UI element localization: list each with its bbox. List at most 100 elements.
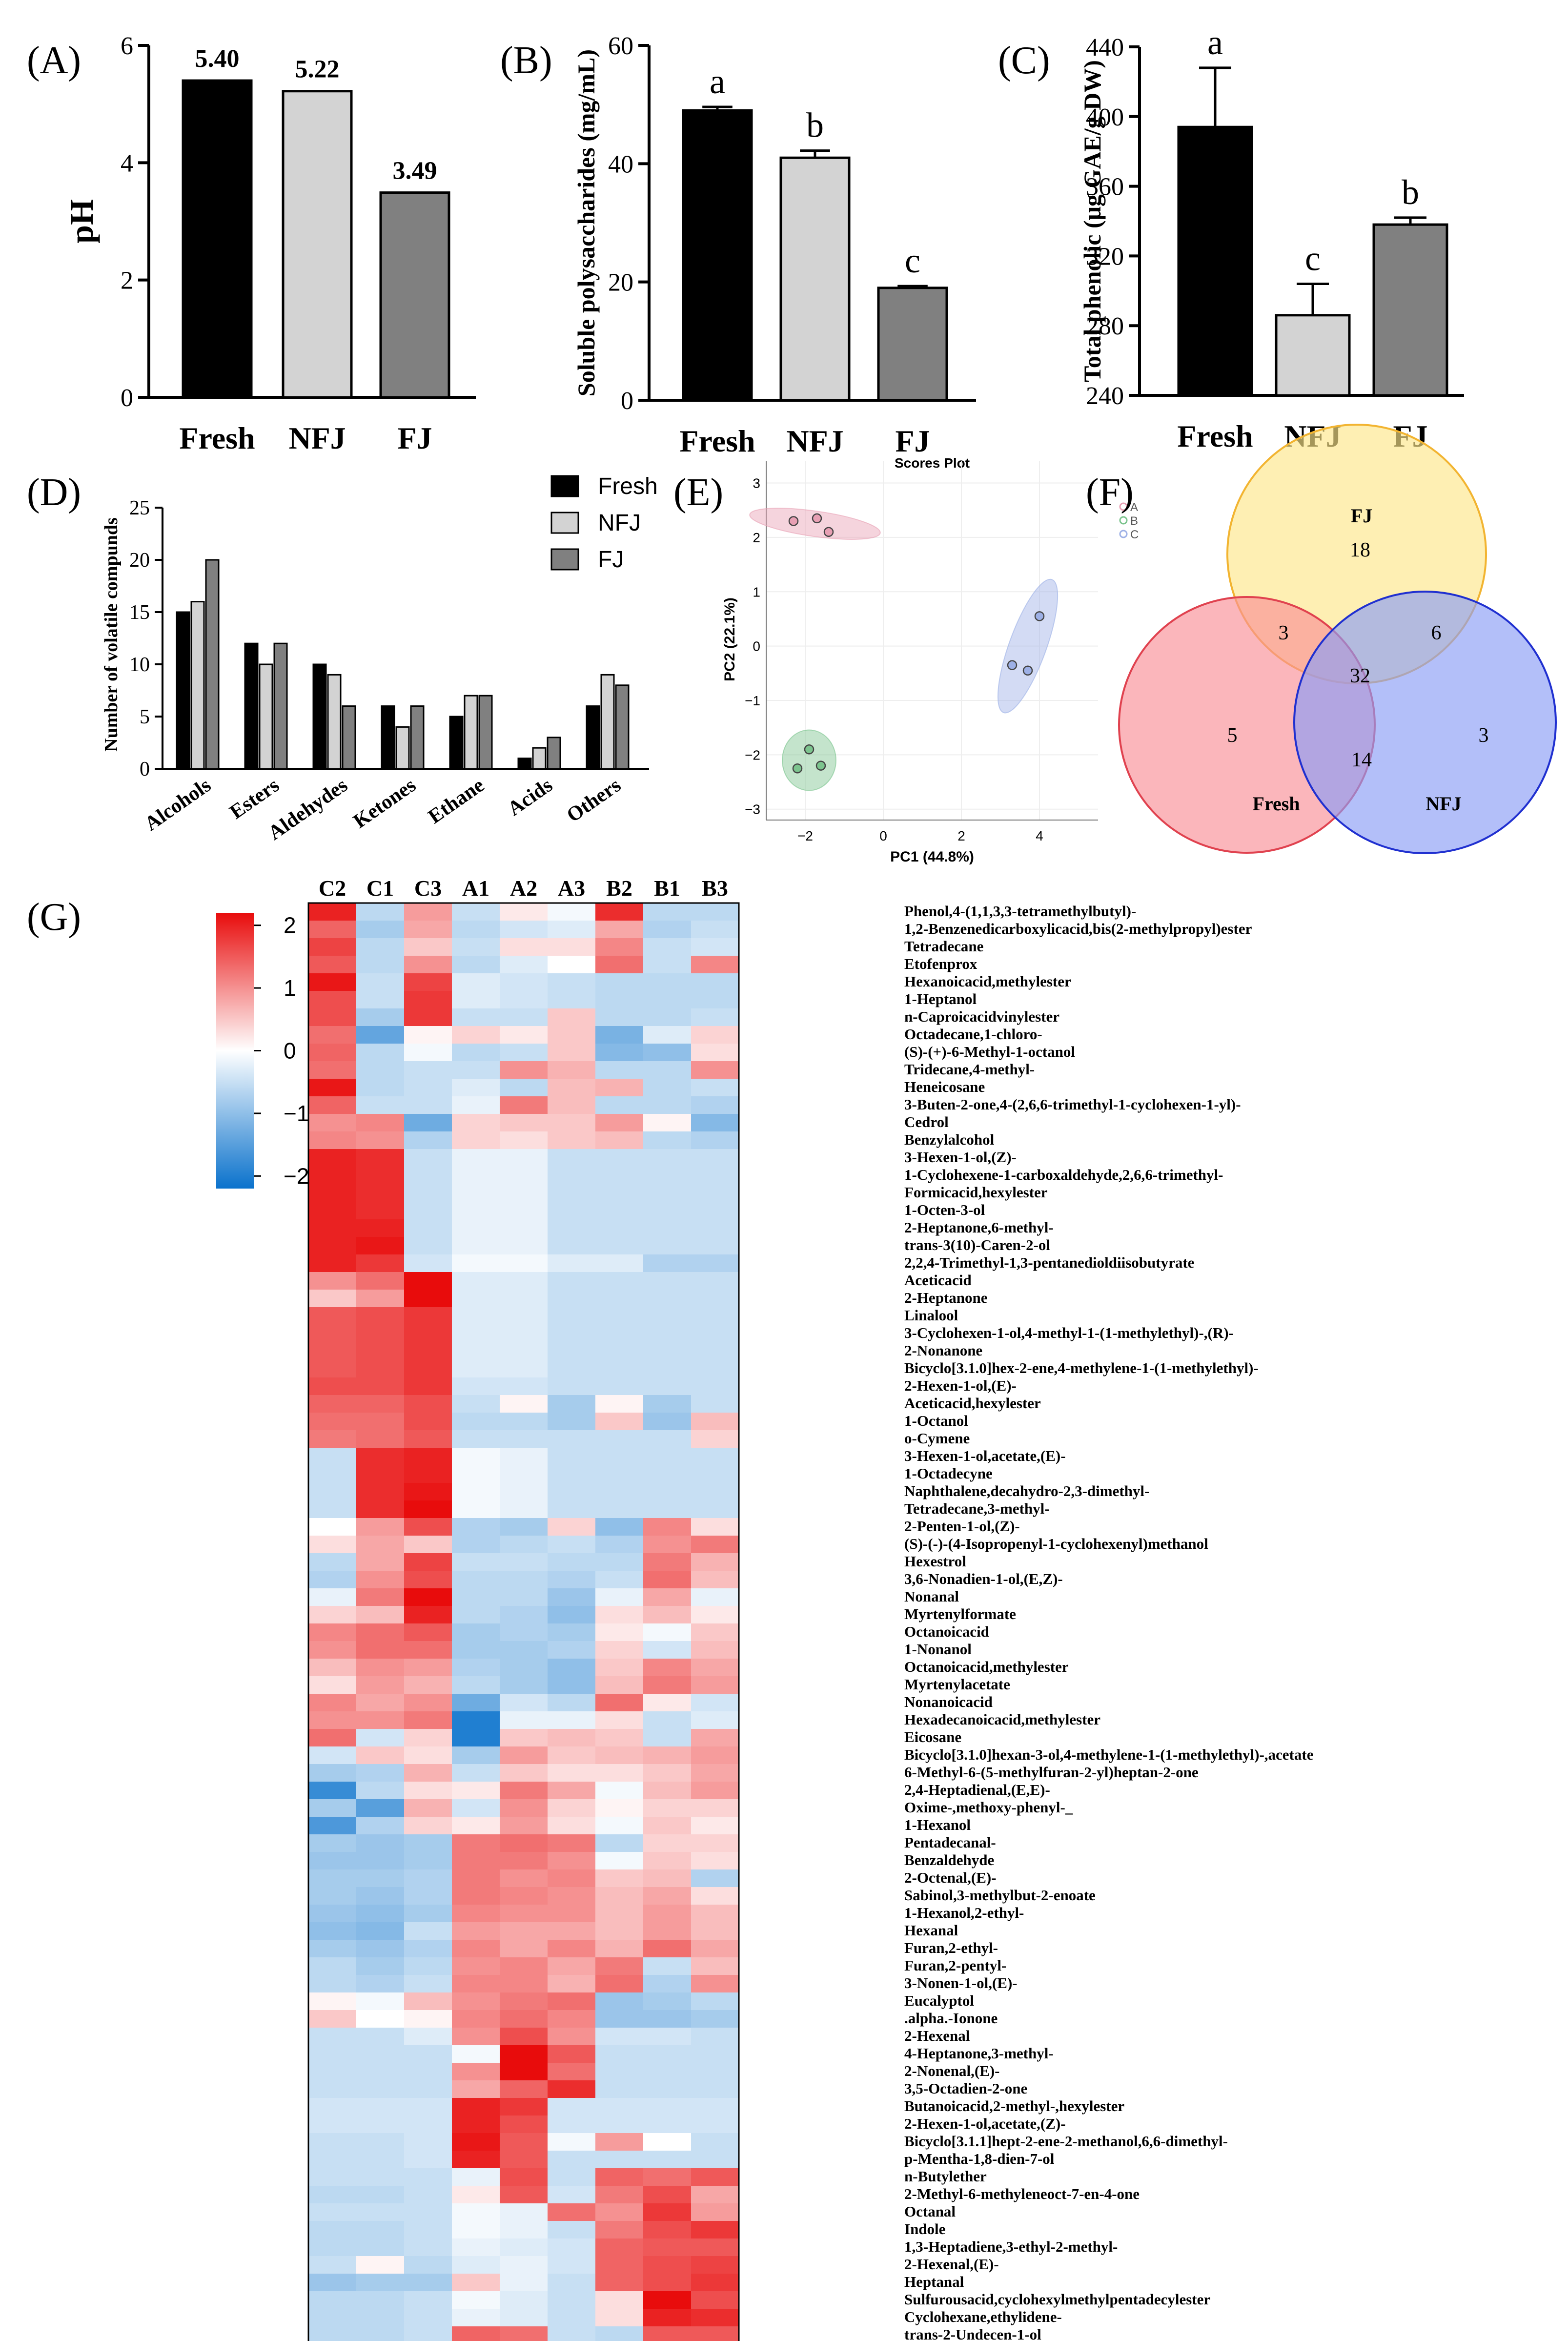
heatmap-cell xyxy=(500,1799,548,1817)
heatmap-cell xyxy=(643,1623,692,1642)
heatmap-row-label: 1,2-Benzenedicarboxylicacid,bis(2-methyl… xyxy=(904,920,1252,937)
heatmap-column-label: A1 xyxy=(462,876,489,901)
heatmap-row-label: Sabinol,3-methylbut-2-enoate xyxy=(904,1887,1096,1904)
heatmap-cell xyxy=(308,1219,357,1237)
heatmap-cell xyxy=(404,1729,452,1747)
heatmap-cell xyxy=(356,1500,405,1519)
heatmap-cell xyxy=(308,1571,357,1589)
heatmap-row-label: 2-Hexen-1-ol,(E)- xyxy=(904,1377,1017,1394)
x-category-label: Fresh xyxy=(679,424,755,458)
heatmap-cell xyxy=(643,1975,692,1993)
heatmap-cell xyxy=(404,2256,452,2274)
bar-acids-fj xyxy=(547,737,561,770)
heatmap-cell xyxy=(548,1676,596,1694)
heatmap-cell xyxy=(643,1799,692,1817)
heatmap-cell xyxy=(595,1114,644,1132)
heatmap-cell xyxy=(643,2221,692,2239)
heatmap-cell xyxy=(500,1360,548,1378)
score-point-b xyxy=(815,760,826,771)
heatmap-cell xyxy=(308,1167,357,1185)
heatmap-cell xyxy=(452,2326,500,2341)
heatmap-cell xyxy=(595,1465,644,1483)
heatmap-row-label: Etofenprox xyxy=(904,955,977,972)
heatmap-cell xyxy=(404,2168,452,2186)
heatmap-cell xyxy=(404,1114,452,1132)
heatmap-cell xyxy=(643,1131,692,1150)
y-tick-label: 280 xyxy=(1086,312,1124,340)
heatmap-cell xyxy=(404,1834,452,1852)
heatmap-cell xyxy=(500,1202,548,1220)
score-point-c xyxy=(1022,665,1033,676)
heatmap-cell xyxy=(548,1448,596,1466)
heatmap-cell xyxy=(308,2203,357,2221)
heatmap-cell xyxy=(308,2221,357,2239)
heatmap-cell xyxy=(308,2045,357,2063)
heatmap-cell xyxy=(691,2010,739,2028)
heatmap-cell xyxy=(404,1307,452,1325)
heatmap-cell xyxy=(452,2028,500,2046)
heatmap-row-label: Heptanal xyxy=(904,2273,964,2290)
heatmap-column-label: C2 xyxy=(319,876,346,901)
heatmap-cell xyxy=(308,1623,357,1642)
heatmap-cell xyxy=(548,1290,596,1308)
heatmap-cell xyxy=(595,1834,644,1852)
heatmap-cell xyxy=(308,1518,357,1536)
heatmap-cell xyxy=(308,1395,357,1413)
venn-count-fj-nfj: 6 xyxy=(1431,622,1442,644)
heatmap-cell xyxy=(308,1676,357,1694)
heatmap-row-label: 2,4-Heptadienal,(E,E)- xyxy=(904,1781,1050,1798)
bar-esters-fresh xyxy=(244,642,259,770)
heatmap-cell xyxy=(548,1114,596,1132)
heatmap-cell xyxy=(548,1817,596,1835)
heatmap-cell xyxy=(595,1008,644,1027)
panel-g-label: (G) xyxy=(27,896,81,939)
heatmap-cell xyxy=(643,1167,692,1185)
heatmap-cell xyxy=(691,1219,739,1237)
heatmap-cell xyxy=(452,956,500,974)
bar-ketones-fj xyxy=(410,705,425,770)
heatmap-cell xyxy=(548,1782,596,1800)
heatmap-cell xyxy=(500,1149,548,1167)
heatmap-cell xyxy=(595,1096,644,1114)
heatmap-cell xyxy=(308,1500,357,1519)
heatmap-cell xyxy=(404,1026,452,1044)
heatmap-cell xyxy=(500,1483,548,1501)
heatmap-cell xyxy=(548,2274,596,2292)
colorbar-tick-label: −2 xyxy=(284,1163,309,1189)
heatmap-cell xyxy=(500,1131,548,1150)
heatmap-cell xyxy=(691,2098,739,2116)
heatmap-cell xyxy=(308,2063,357,2081)
heatmap-cell xyxy=(595,1571,644,1589)
heatmap-cell xyxy=(500,991,548,1009)
heatmap-cell xyxy=(404,1149,452,1167)
x-axis-title: PC1 (44.8%) xyxy=(890,849,974,865)
heatmap-cell xyxy=(548,2256,596,2274)
heatmap-cell xyxy=(404,1536,452,1554)
heatmap-cell xyxy=(308,1131,357,1150)
heatmap-cell xyxy=(691,2028,739,2046)
heatmap-cell xyxy=(691,1500,739,1519)
heatmap-row-label: 1-Cyclohexene-1-carboxaldehyde,2,6,6-tri… xyxy=(904,1166,1223,1183)
heatmap-row-label: 1-Octen-3-ol xyxy=(904,1201,985,1218)
heatmap-cell xyxy=(595,2010,644,2028)
heatmap-cell xyxy=(356,1694,405,1712)
heatmap-row-label: Bicyclo[3.1.1]hept-2-ene-2-methanol,6,6-… xyxy=(904,2133,1228,2150)
heatmap-cell xyxy=(308,903,357,921)
bar-fj xyxy=(877,287,948,402)
heatmap-cell xyxy=(595,1483,644,1501)
heatmap-cell xyxy=(643,1940,692,1958)
heatmap-cell xyxy=(308,2238,357,2257)
heatmap-cell xyxy=(356,2151,405,2169)
heatmap-cell xyxy=(356,1782,405,1800)
legend-marker-a xyxy=(1119,502,1128,511)
heatmap-cell xyxy=(643,1219,692,1237)
heatmap-row-label: 1-Hexanol xyxy=(904,1816,971,1833)
heatmap-cell xyxy=(595,1360,644,1378)
heatmap-cell xyxy=(691,1852,739,1870)
heatmap-cell xyxy=(452,973,500,991)
y-axis-title: PC2 (22.1%) xyxy=(722,597,738,681)
heatmap-cell xyxy=(404,2080,452,2098)
heatmap-cell xyxy=(356,2010,405,2028)
y-tick-label: −1 xyxy=(745,693,760,708)
